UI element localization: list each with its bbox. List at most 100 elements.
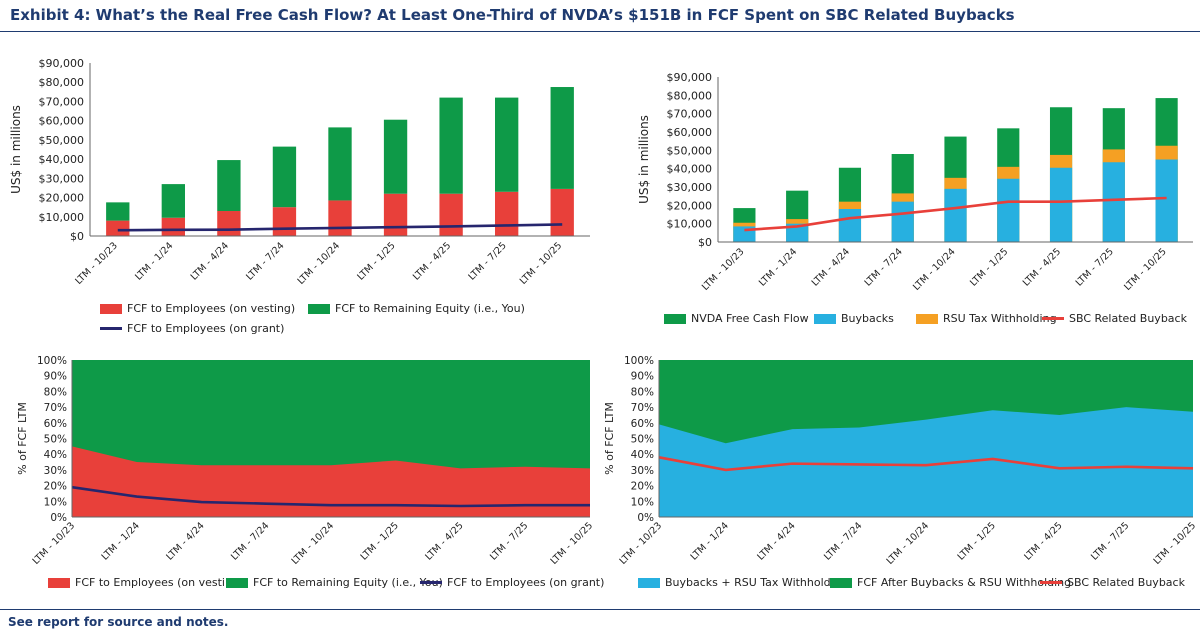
bar <box>1049 167 1073 242</box>
chart-fcf-buybacks-percent: 0% 10% 20% 30% 40% 50% 60% 70% 80% 90% 100% % of FC… <box>603 355 1199 567</box>
y-tick-label: 30% <box>44 465 67 477</box>
bar <box>106 220 130 236</box>
legend-line-swatch <box>1042 317 1064 320</box>
legend-item: RSU Tax Withholding <box>916 312 1057 325</box>
legend-label: SBC Related Buyback <box>1067 576 1185 589</box>
y-tick-label: $90,000 <box>39 57 85 70</box>
bar <box>550 87 574 189</box>
x-tick-label: LTM - 10/25 <box>1152 520 1199 567</box>
x-tick-label: LTM - 7/24 <box>822 520 864 562</box>
x-tick-label: LTM - 4/25 <box>1021 246 1063 288</box>
x-tick-label: LTM - 4/24 <box>755 520 797 562</box>
legend-item: FCF to Employees (on grant) <box>100 322 284 335</box>
series-line <box>117 223 563 232</box>
y-axis-label: US$ in millions <box>637 115 651 204</box>
x-tick-label: LTM - 10/25 <box>1122 246 1169 293</box>
y-tick-label: 100% <box>37 355 67 367</box>
legend-line-swatch <box>420 581 442 584</box>
y-tick-label: $70,000 <box>667 108 713 121</box>
series-line <box>658 456 1194 472</box>
y-tick-label: $40,000 <box>39 153 85 166</box>
legend-color-swatch <box>308 303 330 314</box>
legend-item: Buybacks <box>814 312 894 325</box>
series-line <box>744 196 1167 232</box>
chart-fcf-buybacks-dollars: $0 $10,000 $20,000 $30,000 $40,000 $50,000 $60… <box>637 71 1193 293</box>
bar <box>106 202 130 221</box>
series-line <box>71 485 590 508</box>
y-tick-label: 50% <box>631 434 654 446</box>
footer-rule <box>0 609 1200 610</box>
x-tick-label: LTM - 10/25 <box>549 520 596 567</box>
y-tick-label: 70% <box>631 402 654 414</box>
legend-label: FCF to Employees (on grant) <box>447 576 605 589</box>
y-tick-label: $30,000 <box>39 172 85 185</box>
legend-line-swatch <box>1040 581 1062 584</box>
x-tick-label: LTM - 1/24 <box>100 520 142 562</box>
bar <box>495 191 519 236</box>
x-tick-label: LTM - 10/24 <box>290 520 337 567</box>
legend-item: FCF to Employees (on vesting) <box>100 302 295 315</box>
y-axis-label: US$ in millions <box>9 105 23 194</box>
bar <box>328 200 352 236</box>
legend-label: FCF to Remaining Equity (i.e., You) <box>253 576 443 589</box>
y-axis-label: % of FCF LTM <box>603 402 616 475</box>
bar <box>328 127 352 201</box>
y-tick-label: $20,000 <box>667 199 713 212</box>
legend-item: SBC Related Buyback <box>1040 576 1185 589</box>
legend-item: FCF to Remaining Equity (i.e., You) <box>226 576 443 589</box>
x-tick-label: LTM - 1/25 <box>359 520 401 562</box>
legend-label: FCF to Employees (on grant) <box>127 322 285 335</box>
y-tick-label: $80,000 <box>39 76 85 89</box>
bar <box>1102 162 1125 242</box>
legend-color-swatch <box>100 303 122 314</box>
legend-label: FCF to Employees (on vesting) <box>127 302 296 315</box>
y-tick-label: $30,000 <box>667 181 713 194</box>
legend-fcf-buybacks-percent: Buybacks + RSU Tax Withholding FCF After … <box>600 572 1200 592</box>
y-tick-label: $0 <box>698 236 712 249</box>
y-tick-label: $50,000 <box>39 134 85 147</box>
y-tick-label: 0% <box>50 512 67 524</box>
legend-label: FCF to Remaining Equity (i.e., You) <box>335 302 525 315</box>
legend-label: SBC Related Buyback <box>1069 312 1187 325</box>
y-tick-label: $10,000 <box>39 211 85 224</box>
title-rule <box>0 31 1200 32</box>
legend-item: FCF to Remaining Equity (i.e., You) <box>308 302 525 315</box>
y-tick-label: 60% <box>631 418 654 430</box>
legend-fcf-buybacks-dollars: NVDA Free Cash Flow Buybacks RSU Tax Withh… <box>600 306 1200 326</box>
x-tick-label: LTM - 7/25 <box>467 240 509 282</box>
legend-label: Buybacks + RSU Tax Withholding <box>665 576 848 589</box>
bar <box>161 184 185 218</box>
x-tick-label: LTM - 4/25 <box>1022 520 1064 562</box>
legend-label: Buybacks <box>841 312 894 325</box>
x-tick-label: LTM - 1/25 <box>355 240 397 282</box>
legend-color-swatch <box>916 313 938 324</box>
legend-color-swatch <box>830 577 852 588</box>
y-tick-label: 30% <box>631 465 654 477</box>
bar <box>891 201 914 242</box>
x-tick-label: LTM - 1/24 <box>757 246 799 288</box>
bar <box>439 97 463 194</box>
y-tick-label: 40% <box>631 449 654 461</box>
bar <box>217 160 241 212</box>
bar <box>272 146 297 208</box>
y-tick-label: $10,000 <box>667 218 713 231</box>
legend-color-swatch <box>48 577 70 588</box>
bar <box>439 193 463 236</box>
legend-item: FCF to Employees (on vesting) <box>48 576 243 589</box>
y-tick-label: 40% <box>44 449 67 461</box>
x-tick-label: LTM - 10/23 <box>31 520 78 567</box>
chart-fcf-split-percent: 0% 10% 20% 30% 40% 50% 60% 70% 80% 90% 100% % of FC… <box>16 355 596 567</box>
y-tick-label: $50,000 <box>667 144 713 157</box>
legend-item: Buybacks + RSU Tax Withholding <box>638 576 848 589</box>
x-tick-label: LTM - 4/24 <box>164 520 206 562</box>
x-tick-label: LTM - 10/24 <box>296 240 343 287</box>
legend-line-swatch <box>100 327 122 330</box>
exhibit-title: Exhibit 4: What’s the Real Free Cash Flo… <box>10 6 1015 24</box>
y-tick-label: 20% <box>44 481 67 493</box>
y-tick-label: 70% <box>44 402 67 414</box>
legend-color-swatch <box>226 577 248 588</box>
y-tick-label: $40,000 <box>667 163 713 176</box>
x-tick-label: LTM - 1/24 <box>689 520 731 562</box>
bar <box>383 193 408 236</box>
legend-item: FCF to Employees (on grant) <box>420 576 604 589</box>
